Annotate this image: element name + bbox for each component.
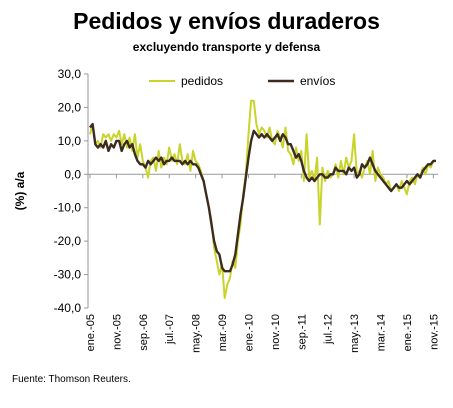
x-tick-label: jul.-07 <box>164 314 176 345</box>
y-tick-label: -20,0 <box>54 234 82 248</box>
y-tick-label: -10,0 <box>54 201 82 215</box>
x-tick-label: may.-08 <box>191 314 203 353</box>
x-tick-label: nov.-10 <box>270 314 282 350</box>
y-tick-label: 0,0 <box>64 167 81 181</box>
legend-label-envios: envíos <box>300 74 335 88</box>
x-tick-label: sep.-11 <box>296 314 308 350</box>
y-tick-label: -40,0 <box>54 301 82 315</box>
chart-title: Pedidos y envíos duraderos <box>73 8 380 34</box>
x-tick-label: sep.-06 <box>138 314 150 351</box>
x-tick-label: ene.-05 <box>85 314 97 351</box>
x-tick-label: nov.-15 <box>428 314 440 350</box>
y-tick-label: 10,0 <box>58 134 82 148</box>
x-tick-label: ene.-15 <box>402 314 414 351</box>
legend-label-pedidos: pedidos <box>181 74 223 88</box>
x-tick-label: ene.-10 <box>243 314 255 351</box>
chart-subtitle: excluyendo transporte y defensa <box>132 40 321 54</box>
x-tick-label: mar.-14 <box>376 314 388 351</box>
x-tick-label: jul.-12 <box>323 314 335 345</box>
y-tick-label: -30,0 <box>54 268 82 282</box>
y-axis-label: (%) a/a <box>13 171 27 210</box>
source-note: Fuente: Thomson Reuters. <box>12 374 131 385</box>
x-tick-label: mar.-09 <box>217 314 229 351</box>
y-tick-label: 30,0 <box>58 67 82 81</box>
x-tick-label: may.-13 <box>349 314 361 353</box>
series-line-envios <box>89 122 436 273</box>
series-line-pedidos <box>89 99 436 299</box>
y-tick-label: 20,0 <box>58 100 82 114</box>
x-tick-label: nov.-05 <box>111 314 123 350</box>
